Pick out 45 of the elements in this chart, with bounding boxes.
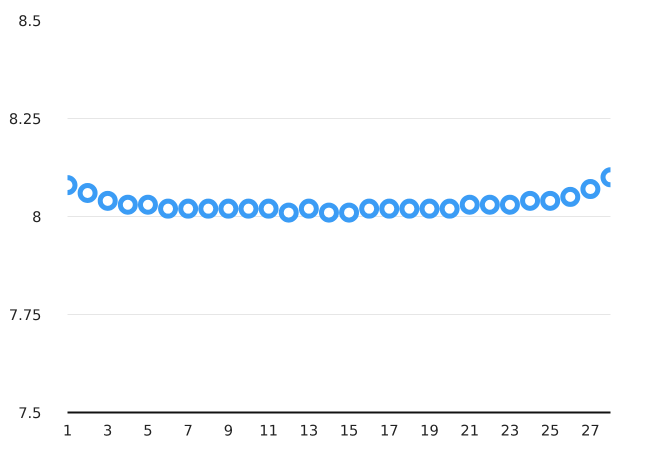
point [480,194,500,215]
x-tick-label: 17 [380,422,399,440]
y-tick-label: 8 [32,209,42,226]
point [460,194,480,215]
point [560,186,580,207]
point [118,194,138,215]
point [78,182,98,203]
point [218,198,238,219]
point [339,202,360,223]
x-tick-label: 9 [224,422,234,440]
point [420,198,440,219]
point [298,198,319,219]
y-tick-label: 8.5 [18,13,42,30]
point [359,198,380,219]
point [98,190,118,211]
point [500,194,520,215]
x-tick-label: 27 [581,422,600,440]
point [440,198,460,219]
x-tick-label: 3 [103,422,112,440]
point [158,198,178,219]
x-tick-label: 19 [420,422,439,440]
x-tick-label: 11 [259,422,278,440]
x-tick-label: 5 [143,422,153,440]
x-tick-label: 7 [184,422,193,440]
x-tick-label: 1 [62,422,72,440]
point [278,202,299,223]
point [318,202,339,223]
point [238,198,258,219]
point [379,198,400,219]
point [198,198,218,219]
x-tick-label: 23 [500,422,520,440]
x-tick-label: 25 [540,422,560,440]
point [580,179,600,200]
x-tick-label: 21 [460,422,480,440]
point [258,198,279,219]
point [399,198,420,219]
point [520,190,540,211]
y-tick-label: 7.75 [8,307,42,324]
y-tick-label: 8.25 [8,111,42,128]
y-tick-label: 7.5 [18,405,42,422]
point [540,190,560,211]
point [138,194,158,215]
x-tick-label: 13 [300,422,318,440]
point [178,198,198,219]
x-tick-label: 15 [340,422,358,440]
